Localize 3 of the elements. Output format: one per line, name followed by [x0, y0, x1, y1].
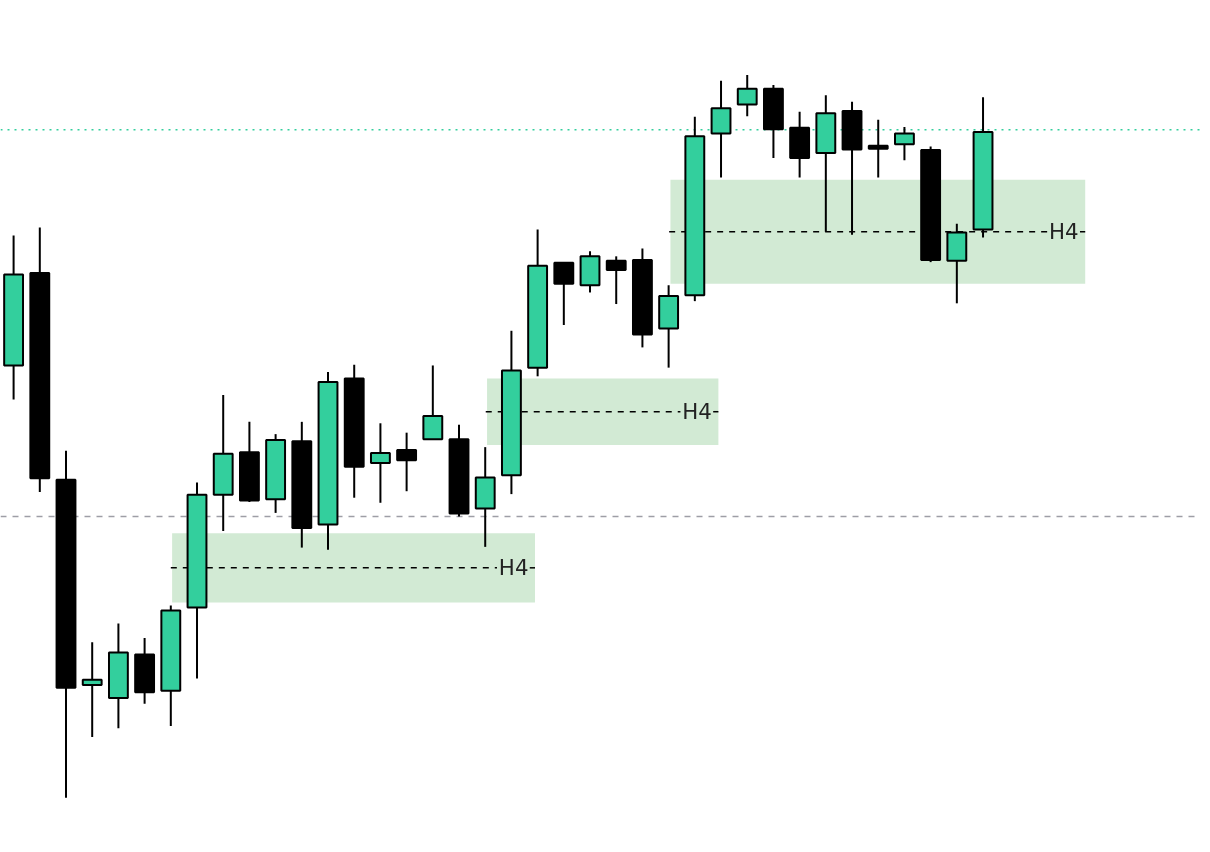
ref-line-label: H4 — [1049, 219, 1079, 245]
ref-line-label: H4 — [498, 555, 529, 581]
ref-line-label: H4 — [682, 399, 712, 425]
